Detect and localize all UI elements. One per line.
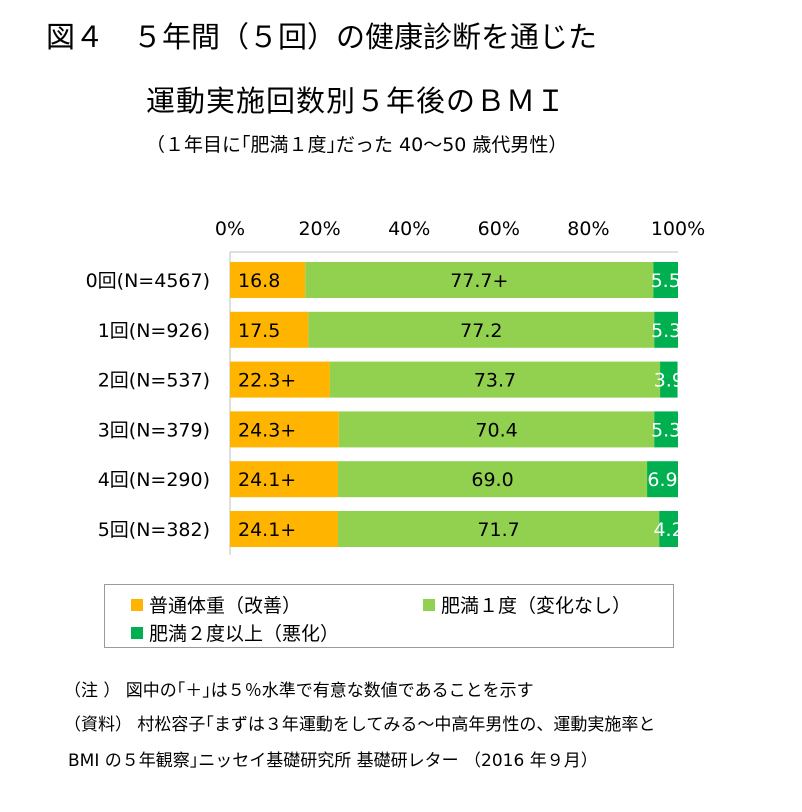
legend-item-normal: 普通体重（改善） (131, 591, 301, 618)
data-label: 70.4 (475, 419, 517, 441)
x-tick-label: 40% (388, 218, 430, 240)
bar-segment (338, 411, 655, 448)
data-label: 5.3 (651, 320, 681, 342)
bar-segment (308, 311, 655, 348)
data-label: 6.9 (647, 469, 677, 491)
stacked-bar-chart: 0% 20% 40% 60% 80% 100% 0回(N=4567) 16.8 77.7+ 5.5… (86, 218, 705, 555)
bar-segment (654, 411, 678, 448)
bar-segment (647, 461, 678, 498)
note-significance: （注 ） 図中の｢＋｣は５％水準で有意な数値であることを示す (64, 681, 534, 701)
bar-segment (230, 361, 330, 398)
x-tick-label: 100% (651, 218, 705, 240)
source-line1: （資料） 村松容子｢まずは３年運動をしてみる～中高年男性の、運動実施率と (64, 715, 656, 735)
chart-subtitle: （１年目に｢肥満１度｣だった 40～50 歳代男性） (146, 134, 568, 156)
chart-title-line1: 図４ ５年間（５回）の健康診断を通じた (46, 20, 598, 54)
bar-segment (230, 461, 338, 498)
legend-swatch-obese2 (131, 626, 143, 639)
legend-swatch-obese1 (423, 598, 435, 611)
data-label: 77.2 (460, 320, 502, 342)
x-tick-label: 0% (215, 218, 245, 240)
data-label: 24.1+ (238, 469, 296, 491)
data-label: 71.7 (477, 519, 519, 541)
data-label: 3.9 (654, 370, 684, 392)
bar-segment (653, 262, 678, 298)
bar-segment (305, 262, 654, 298)
category-label: 4回(N=290) (98, 469, 210, 491)
data-label: 5.5 (651, 270, 681, 292)
data-label: 24.1+ (238, 519, 296, 541)
data-label: 77.7+ (450, 270, 508, 292)
bar-segment (337, 461, 648, 498)
x-tick-label: 20% (298, 218, 340, 240)
bar-segment (230, 511, 338, 547)
legend-item-obese2: 肥満２度以上（悪化） (131, 619, 339, 646)
bar-segment (230, 411, 339, 448)
category-label: 3回(N=379) (98, 419, 210, 441)
data-label: 73.7 (474, 370, 516, 392)
x-tick-label: 80% (567, 218, 609, 240)
bar-segment (230, 262, 306, 298)
category-label: 1回(N=926) (98, 320, 210, 342)
bar-segment (654, 311, 678, 348)
data-label: 17.5 (238, 320, 280, 342)
legend-label-obese1: 肥満１度（変化なし） (441, 595, 632, 617)
x-tick-label: 60% (478, 218, 520, 240)
category-label: 0回(N=4567) (86, 270, 210, 292)
data-label: 24.3+ (238, 419, 296, 441)
bar-segment (329, 361, 661, 398)
legend-label-normal: 普通体重（改善） (149, 595, 302, 617)
legend-label-obese2: 肥満２度以上（悪化） (149, 623, 340, 645)
category-label: 2回(N=537) (98, 370, 210, 392)
chart-title-line2: 運動実施回数別５年後のＢＭＩ (146, 84, 567, 118)
data-label: 4.2 (653, 519, 683, 541)
data-label: 22.3+ (238, 370, 296, 392)
category-label: 5回(N=382) (98, 519, 210, 541)
data-label: 5.3 (651, 419, 681, 441)
bar-segment (337, 511, 660, 547)
legend: 普通体重（改善） 肥満１度（変化なし） 肥満２度以上（悪化） (104, 584, 674, 648)
data-label: 16.8 (238, 270, 280, 292)
bar-segment (660, 361, 678, 398)
data-label: 69.0 (471, 469, 513, 491)
bar-segment (659, 511, 678, 547)
bar-segment (230, 311, 309, 348)
source-line2: BMI の５年観察｣ニッセイ基礎研究所 基礎研レター （2016 年９月） (68, 751, 598, 771)
legend-item-obese1: 肥満１度（変化なし） (423, 591, 631, 618)
legend-swatch-normal (131, 598, 143, 611)
